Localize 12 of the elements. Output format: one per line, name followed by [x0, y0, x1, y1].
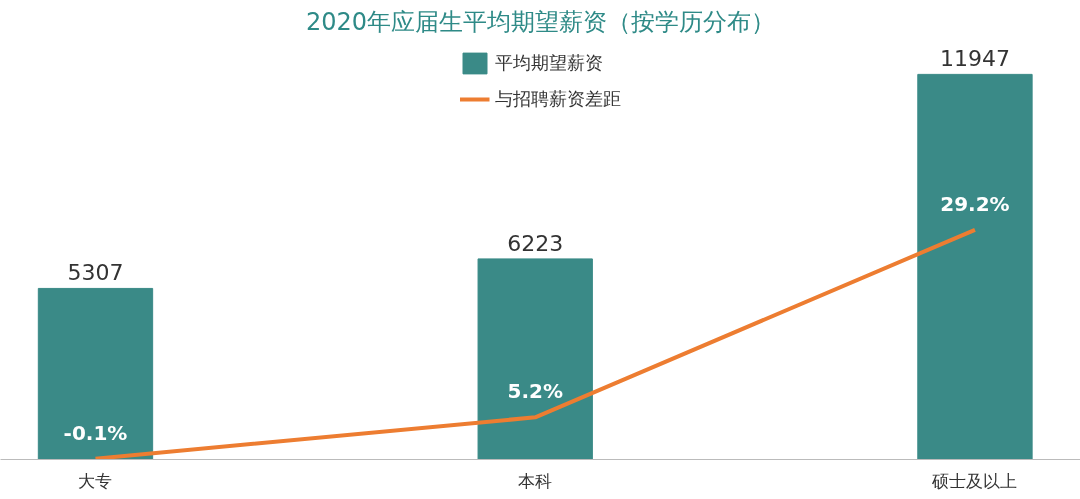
x-tick-label: 大专: [78, 470, 113, 491]
data-label: 11947: [939, 46, 1010, 72]
x-tick-label: 本科: [518, 470, 553, 491]
x-tick-label: 硕士及以上: [931, 470, 1018, 491]
chart-title: 2020年应届生平均期望薪资（按学历分布）: [305, 7, 776, 36]
data-label: 29.2%: [940, 191, 1010, 216]
data-label: 6223: [507, 230, 564, 256]
legend-label: 与招聘薪资差距: [494, 87, 621, 111]
data-label: 5.2%: [507, 379, 563, 404]
data-label: -0.1%: [63, 420, 128, 445]
legend-label: 平均期望薪资: [494, 51, 603, 75]
data-label: 5307: [67, 260, 124, 286]
